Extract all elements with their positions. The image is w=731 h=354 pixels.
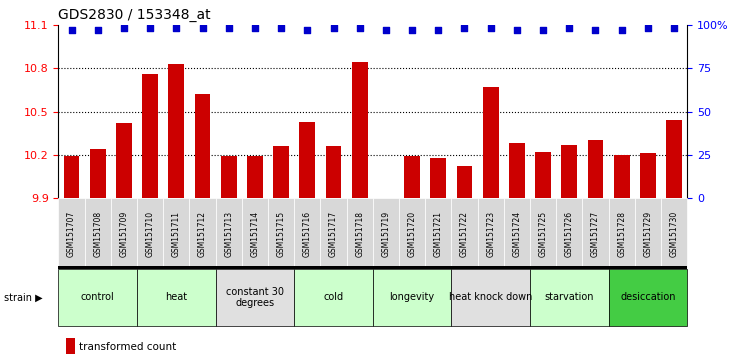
Point [485,25,496,31]
Text: GSM151726: GSM151726 [565,211,574,257]
Text: GSM151710: GSM151710 [145,211,155,257]
Bar [482,87,499,198]
Text: constant 30
degrees: constant 30 degrees [226,286,284,308]
Text: GSM151708: GSM151708 [94,211,102,257]
Bar [457,166,472,198]
Point [170,25,182,31]
Point [616,27,627,33]
Text: GSM151723: GSM151723 [486,211,495,257]
Point [118,25,130,31]
Text: heat: heat [165,292,187,302]
Bar [64,156,80,198]
Text: GSM151711: GSM151711 [172,211,181,257]
Point [197,25,208,31]
Point [537,27,549,33]
Point [249,25,261,31]
Point [511,27,523,33]
Text: GDS2830 / 153348_at: GDS2830 / 153348_at [58,8,211,22]
Point [668,25,680,31]
Text: GSM151709: GSM151709 [119,211,129,257]
Text: GSM151728: GSM151728 [617,211,626,257]
Bar [194,94,211,198]
Point [327,25,339,31]
Text: GSM151724: GSM151724 [512,211,521,257]
Text: GSM151730: GSM151730 [670,211,678,257]
Text: GSM151713: GSM151713 [224,211,233,257]
Bar [561,145,577,198]
Text: GSM151712: GSM151712 [198,211,207,257]
Bar [116,123,132,198]
Text: GSM151725: GSM151725 [539,211,548,257]
Text: starvation: starvation [545,292,594,302]
Bar [143,74,158,198]
Point [406,27,418,33]
Bar [247,156,262,198]
Point [66,27,77,33]
Point [276,25,287,31]
Point [590,27,602,33]
Text: transformed count: transformed count [79,342,176,352]
Bar [431,158,446,198]
Text: GSM151727: GSM151727 [591,211,600,257]
Text: heat knock down: heat knock down [449,292,532,302]
Text: longevity: longevity [390,292,435,302]
Bar [168,64,184,198]
Point [354,25,366,31]
Text: GSM151729: GSM151729 [643,211,652,257]
Bar [325,146,341,198]
Text: GSM151721: GSM151721 [433,211,443,257]
Text: GSM151717: GSM151717 [329,211,338,257]
Bar [666,120,682,198]
Point [301,27,313,33]
Point [380,27,392,33]
Text: GSM151722: GSM151722 [460,211,469,257]
Text: GSM151714: GSM151714 [251,211,260,257]
Bar [509,143,525,198]
Text: control: control [81,292,115,302]
Point [433,27,444,33]
Point [642,25,654,31]
Bar [640,153,656,198]
Bar [221,156,237,198]
Bar [273,146,289,198]
Bar [300,122,315,198]
Bar [588,141,603,198]
Point [564,25,575,31]
Text: GSM151716: GSM151716 [303,211,312,257]
Text: strain ▶: strain ▶ [4,292,42,302]
Text: GSM151707: GSM151707 [67,211,76,257]
Bar [404,156,420,198]
Point [223,25,235,31]
Bar [535,152,551,198]
Bar [614,155,629,198]
Text: GSM151719: GSM151719 [382,211,390,257]
Point [144,25,156,31]
Bar [352,62,368,198]
Point [458,25,470,31]
Text: cold: cold [323,292,344,302]
Bar [90,149,105,198]
Point [92,27,104,33]
Text: GSM151718: GSM151718 [355,211,364,257]
Text: GSM151720: GSM151720 [408,211,417,257]
Text: GSM151715: GSM151715 [276,211,286,257]
Text: desiccation: desiccation [620,292,675,302]
